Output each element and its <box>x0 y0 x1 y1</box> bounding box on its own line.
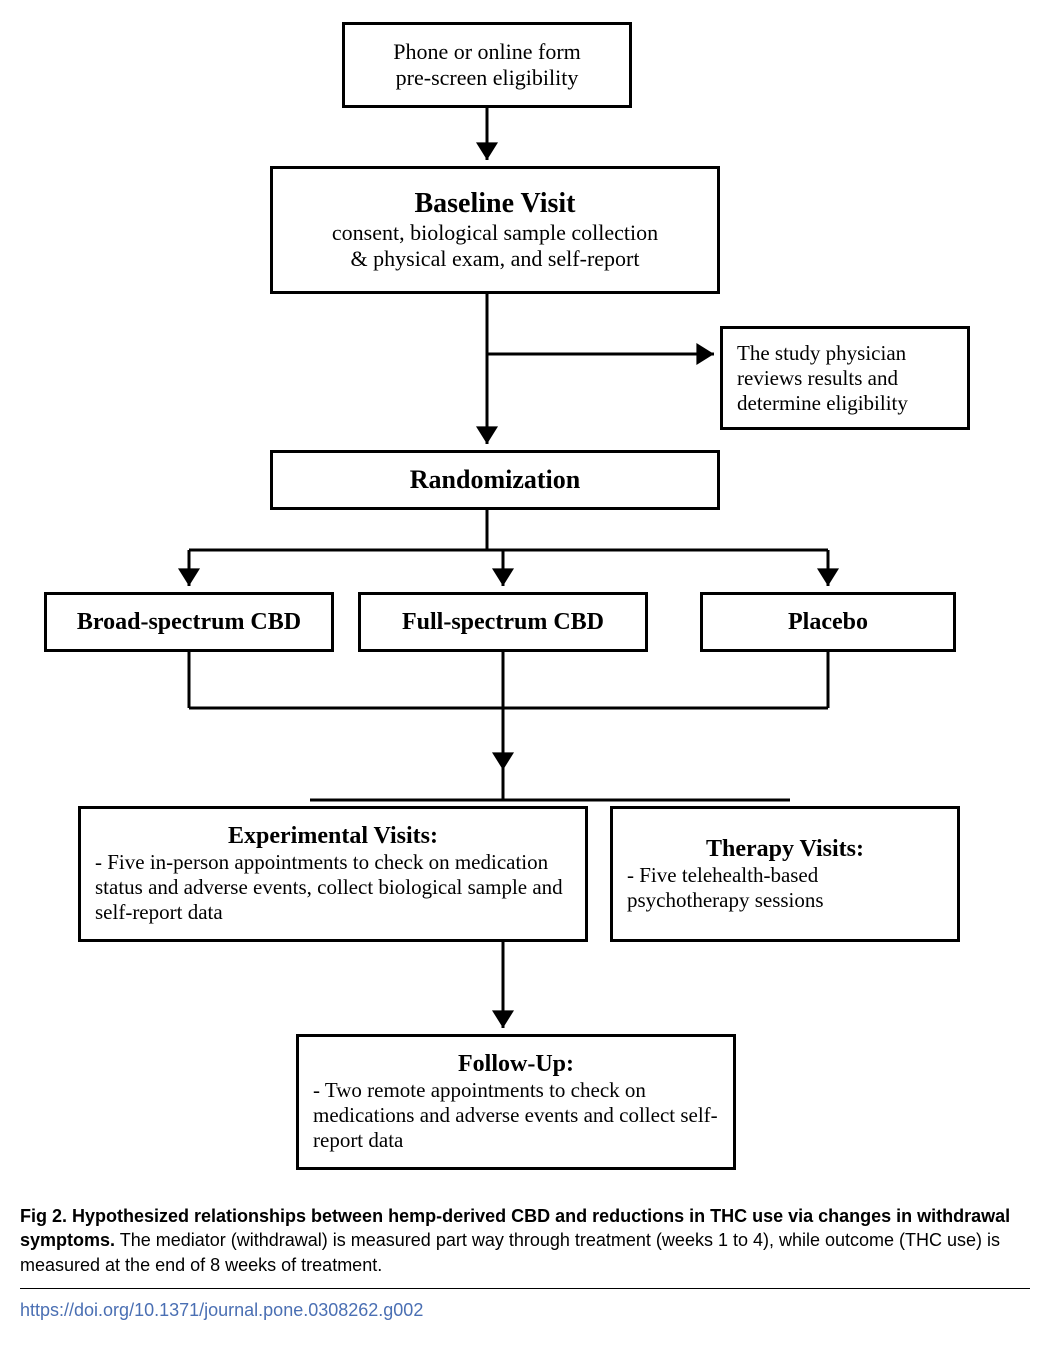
arrowhead-icon <box>492 1010 514 1028</box>
arrowhead-icon <box>178 568 200 586</box>
arrowhead-icon <box>696 343 714 365</box>
edge-5 <box>310 770 790 800</box>
doi-link[interactable]: https://doi.org/10.1371/journal.pone.030… <box>20 1300 423 1321</box>
arrowhead-icon <box>476 426 498 444</box>
figure-caption: Fig 2. Hypothesized relationships betwee… <box>20 1204 1030 1277</box>
arrowhead-icon <box>817 568 839 586</box>
figure-caption-rest: The mediator (withdrawal) is measured pa… <box>20 1230 1000 1274</box>
edge-4 <box>189 652 828 770</box>
arrowhead-icon <box>476 142 498 160</box>
arrowhead-icon <box>492 752 514 770</box>
edges-layer <box>0 0 1050 1367</box>
arrowhead-icon <box>492 568 514 586</box>
flowchart-page: Phone or online formpre-screen eligibili… <box>0 0 1050 1367</box>
divider <box>20 1288 1030 1289</box>
